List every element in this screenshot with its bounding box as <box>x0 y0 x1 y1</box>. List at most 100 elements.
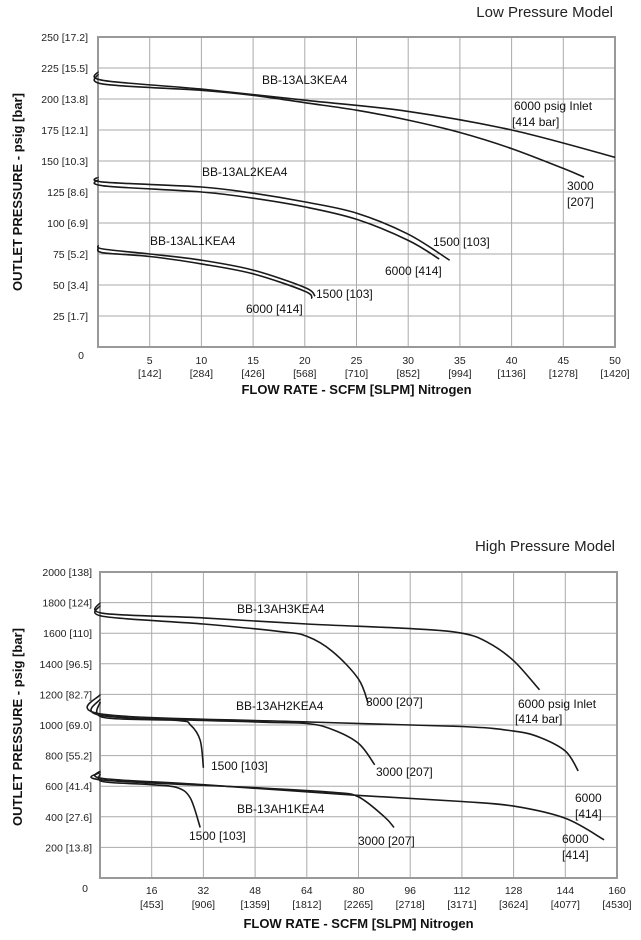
series-line-bb-13al2kea4-6000 <box>93 178 440 260</box>
x-tick-sublabel: [1136] <box>497 368 525 380</box>
annotation-label: 6000 psig Inlet <box>518 697 597 711</box>
annotation-label: 6000 [414] <box>246 302 303 316</box>
x-tick-label: 48 <box>249 885 261 897</box>
x-tick-label: 50 <box>609 355 621 367</box>
y-tick-label: 150 [10.3] <box>41 156 88 168</box>
x-tick-label: 80 <box>353 885 365 897</box>
x-tick-sublabel: [906] <box>192 899 215 911</box>
annotation-label: 3000 [207] <box>376 765 433 779</box>
x-tick-label: 32 <box>198 885 210 897</box>
x-tick-label: 10 <box>196 355 208 367</box>
y-tick-label: 1600 [110] <box>43 628 92 640</box>
chart-low-pressure: Low Pressure Model 0 25 [1.7] 50 [3.4] 75 [5… <box>10 4 630 397</box>
series-line-bb-13al3kea4-3000 <box>93 73 585 178</box>
x-tick-label: 45 <box>557 355 569 367</box>
x-tick-sublabel: [453] <box>140 899 163 911</box>
x-tick-sublabel: [994] <box>448 368 471 380</box>
y-tick-label: 1000 [69.0] <box>39 720 92 732</box>
y-axis-title: OUTLET PRESSURE - psig [bar] <box>10 93 25 291</box>
x-tick-sublabel: [568] <box>293 368 316 380</box>
x-tick-sublabel: [4077] <box>551 899 580 911</box>
annotation-label: 1500 [103] <box>211 759 268 773</box>
x-tick-sublabel: [142] <box>138 368 161 380</box>
annotation-label: 3000 [207] <box>366 695 423 709</box>
annotation-label: 3000 [207] <box>358 834 415 848</box>
x-tick-sublabel: [426] <box>241 368 264 380</box>
annotation-label: BB-13AL2KEA4 <box>202 165 288 179</box>
y-tick-label: 1400 [96.5] <box>39 659 92 671</box>
x-tick-label: 64 <box>301 885 313 897</box>
x-tick-sublabel: [1812] <box>292 899 321 911</box>
chart-title: High Pressure Model <box>475 538 615 555</box>
y-tick-label: 0 <box>82 883 88 895</box>
annotation-label: [414 bar] <box>515 712 562 726</box>
series-line-bb-13ah2kea4-6000 <box>86 693 579 772</box>
y-axis-title: OUTLET PRESSURE - psig [bar] <box>10 628 25 826</box>
y-tick-label: 175 [12.1] <box>41 125 88 137</box>
y-tick-label: 0 <box>78 350 84 362</box>
series-line-bb-13ah2kea4-1500 <box>95 701 205 768</box>
x-tick-label: 15 <box>247 355 259 367</box>
y-tick-label: 225 [15.5] <box>41 63 88 75</box>
x-tick-sublabel: [284] <box>190 368 213 380</box>
series-line-bb-13ah3kea4-6000 <box>93 601 541 691</box>
x-tick-label: 96 <box>404 885 416 897</box>
x-tick-label: 35 <box>454 355 466 367</box>
y-tick-label: 600 [41.4] <box>45 781 92 793</box>
x-tick-sublabel: [1278] <box>549 368 578 380</box>
x-tick-label: 16 <box>146 885 158 897</box>
series-line-bb-13ah1kea4-6000 <box>93 770 605 841</box>
y-tick-label: 25 [1.7] <box>53 311 88 323</box>
x-tick-label: 160 <box>608 885 626 897</box>
annotation-label: BB-13AH1KEA4 <box>237 802 325 816</box>
series-line-bb-13ah1kea4-3000 <box>90 771 395 829</box>
annotation-label: 6000 <box>562 832 589 846</box>
x-axis-title: FLOW RATE - SCFM [SLPM] Nitrogen <box>241 382 471 397</box>
series-line-bb-13al3kea4-6000 <box>93 70 616 159</box>
annotation-label: 1500 [103] <box>189 829 246 843</box>
x-tick-label: 5 <box>147 355 153 367</box>
x-tick-sublabel: [3624] <box>499 899 528 911</box>
series-line-bb-13ah1kea4-1500 <box>97 773 201 828</box>
x-tick-sublabel: [4530] <box>602 899 631 911</box>
x-tick-label: 112 <box>454 885 471 897</box>
annotation-label: BB-13AL3KEA4 <box>262 73 348 87</box>
y-tick-label: 250 [17.2] <box>41 32 88 44</box>
series-line-bb-13ah2kea4-3000 <box>90 698 376 766</box>
annotation-label: [414] <box>562 848 589 862</box>
x-tick-label: 40 <box>506 355 518 367</box>
annotation-label: 6000 psig Inlet <box>514 99 593 113</box>
y-tick-label: 125 [8.6] <box>47 187 88 199</box>
annotation-label: [414 bar] <box>512 115 559 129</box>
series-line-bb-13al1kea4-1500 <box>96 244 316 297</box>
x-tick-sublabel: [710] <box>345 368 368 380</box>
annotation-label: [414] <box>575 807 602 821</box>
series-line-bb-13ah3kea4-3000 <box>93 604 369 704</box>
plot-frame <box>97 36 616 348</box>
x-tick-sublabel: [3171] <box>447 899 476 911</box>
plot-frame <box>99 571 618 879</box>
chart-high-pressure: High Pressure Model 0 200 [13.8] 400 [27.6]… <box>10 538 632 931</box>
x-tick-sublabel: [2265] <box>344 899 373 911</box>
x-tick-sublabel: [1359] <box>240 899 269 911</box>
series-line-bb-13al1kea4-6000 <box>96 247 313 300</box>
annotation-label: 3000 <box>567 179 594 193</box>
x-tick-label: 20 <box>299 355 311 367</box>
annotation-label: BB-13AL1KEA4 <box>150 234 236 248</box>
y-tick-label: 75 [5.2] <box>53 249 88 261</box>
x-tick-label: 144 <box>557 885 575 897</box>
annotation-label: [207] <box>567 195 594 209</box>
chart-title: Low Pressure Model <box>476 4 613 21</box>
series-line-bb-13al2kea4-1500 <box>93 176 451 261</box>
y-tick-label: 1800 [124] <box>42 598 92 610</box>
x-axis-title: FLOW RATE - SCFM [SLPM] Nitrogen <box>243 916 473 931</box>
y-tick-label: 2000 [138] <box>42 567 92 579</box>
y-tick-label: 1200 [82.7] <box>39 689 92 701</box>
annotation-label: 6000 <box>575 791 602 805</box>
y-tick-label: 200 [13.8] <box>45 842 92 854</box>
y-tick-label: 800 [55.2] <box>45 751 92 763</box>
x-tick-sublabel: [2718] <box>396 899 425 911</box>
y-tick-label: 100 [6.9] <box>47 218 88 230</box>
x-tick-label: 30 <box>402 355 414 367</box>
y-tick-label: 400 [27.6] <box>45 812 92 824</box>
